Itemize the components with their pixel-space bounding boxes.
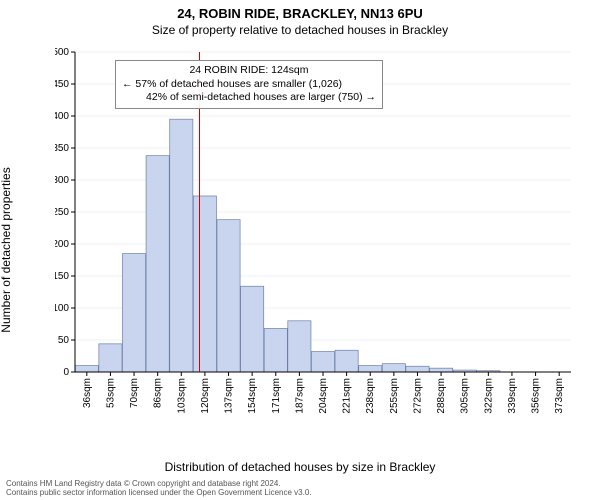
svg-text:50: 50 xyxy=(58,335,70,346)
svg-text:356sqm: 356sqm xyxy=(531,378,542,414)
svg-text:36sqm: 36sqm xyxy=(82,378,93,408)
svg-text:0: 0 xyxy=(63,367,69,378)
svg-text:500: 500 xyxy=(55,48,69,58)
footer-credits: Contains HM Land Registry data © Crown c… xyxy=(6,480,312,498)
svg-text:238sqm: 238sqm xyxy=(365,378,376,414)
svg-text:171sqm: 171sqm xyxy=(271,378,282,414)
svg-text:221sqm: 221sqm xyxy=(342,378,353,414)
svg-text:288sqm: 288sqm xyxy=(436,378,447,414)
page-title: 24, ROBIN RIDE, BRACKLEY, NN13 6PU xyxy=(0,0,600,21)
svg-text:100: 100 xyxy=(55,303,69,314)
x-axis-label: Distribution of detached houses by size … xyxy=(0,460,600,474)
svg-text:200: 200 xyxy=(55,239,69,250)
annotation-box: 24 ROBIN RIDE: 124sqm ← 57% of detached … xyxy=(115,60,383,109)
svg-text:322sqm: 322sqm xyxy=(483,378,494,414)
annotation-line-3: 42% of semi-detached houses are larger (… xyxy=(122,91,376,105)
svg-text:120sqm: 120sqm xyxy=(200,378,211,414)
svg-text:70sqm: 70sqm xyxy=(129,378,140,408)
svg-text:373sqm: 373sqm xyxy=(554,378,565,414)
svg-text:154sqm: 154sqm xyxy=(247,378,258,414)
svg-text:204sqm: 204sqm xyxy=(318,378,329,414)
chart-area: 0 50 100 150 200 250 300 350 400 450 500 36sqm 53sqm… xyxy=(55,48,575,418)
svg-text:305sqm: 305sqm xyxy=(460,378,471,414)
svg-text:300: 300 xyxy=(55,175,69,186)
footer-line-2: Contains public sector information licen… xyxy=(6,489,312,498)
svg-text:339sqm: 339sqm xyxy=(507,378,518,414)
svg-text:272sqm: 272sqm xyxy=(412,378,423,414)
svg-text:53sqm: 53sqm xyxy=(105,378,116,408)
svg-text:86sqm: 86sqm xyxy=(153,378,164,408)
annotation-line-1: 24 ROBIN RIDE: 124sqm xyxy=(122,64,376,78)
y-axis-label: Number of detached properties xyxy=(0,85,13,250)
svg-text:137sqm: 137sqm xyxy=(224,378,235,414)
svg-text:400: 400 xyxy=(55,111,69,122)
svg-text:255sqm: 255sqm xyxy=(389,378,400,414)
svg-text:187sqm: 187sqm xyxy=(294,378,305,414)
svg-text:350: 350 xyxy=(55,143,69,154)
svg-text:103sqm: 103sqm xyxy=(176,378,187,414)
svg-text:450: 450 xyxy=(55,79,69,90)
annotation-line-2: ← 57% of detached houses are smaller (1,… xyxy=(122,78,376,92)
svg-text:150: 150 xyxy=(55,271,69,282)
svg-text:250: 250 xyxy=(55,207,69,218)
page-subtitle: Size of property relative to detached ho… xyxy=(0,21,600,37)
